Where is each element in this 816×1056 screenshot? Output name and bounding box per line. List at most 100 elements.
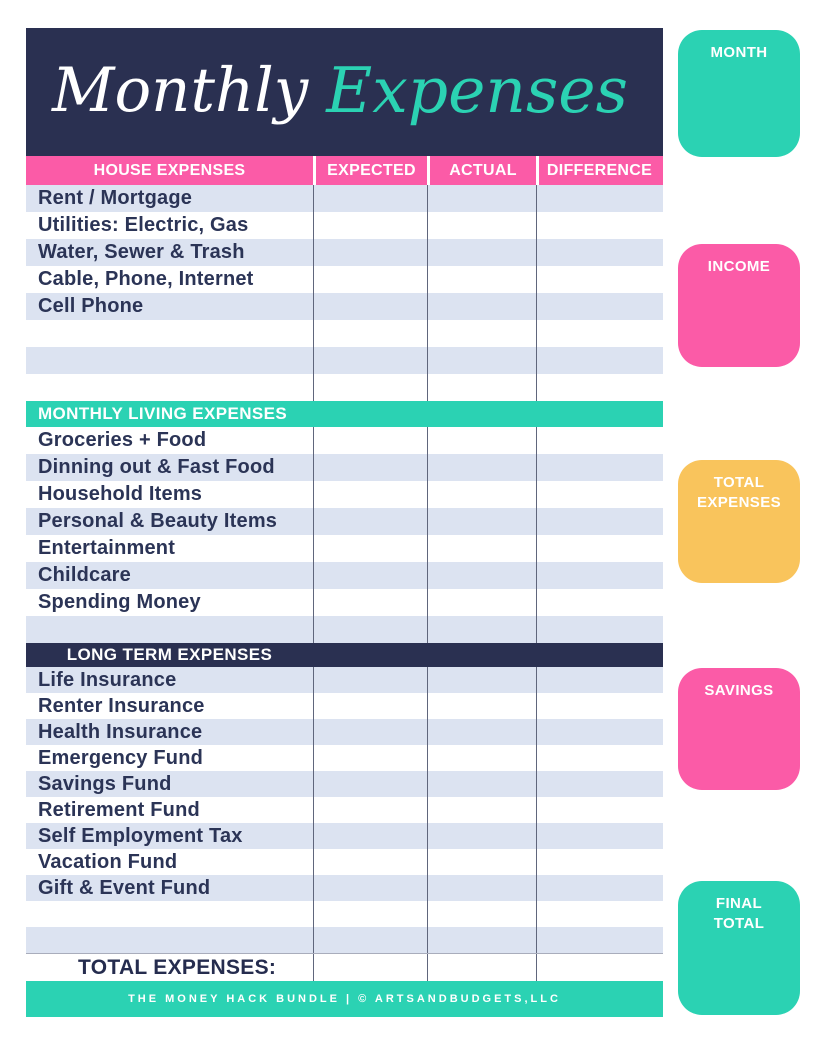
difference-cell[interactable] (536, 454, 663, 481)
actual-cell[interactable] (427, 481, 536, 508)
sidebar-box-income[interactable]: INCOME (678, 244, 800, 367)
actual-cell[interactable] (427, 745, 536, 771)
actual-cell[interactable] (427, 320, 536, 347)
difference-cell[interactable] (536, 535, 663, 562)
difference-cell[interactable] (536, 771, 663, 797)
sidebar-box-total-expenses[interactable]: TOTAL EXPENSES (678, 460, 800, 583)
expected-cell[interactable] (313, 849, 427, 875)
sidebar-box-savings[interactable]: SAVINGS (678, 668, 800, 790)
col-header-difference: DIFFERENCE (536, 156, 660, 185)
difference-cell[interactable] (536, 293, 663, 320)
difference-cell[interactable] (536, 481, 663, 508)
expected-cell[interactable] (313, 481, 427, 508)
actual-cell[interactable] (427, 849, 536, 875)
difference-cell[interactable] (536, 320, 663, 347)
difference-cell[interactable] (536, 927, 663, 953)
expected-cell[interactable] (313, 771, 427, 797)
actual-cell[interactable] (427, 454, 536, 481)
difference-cell[interactable] (536, 212, 663, 239)
difference-cell[interactable] (536, 239, 663, 266)
actual-cell[interactable] (427, 212, 536, 239)
difference-cell[interactable] (536, 374, 663, 401)
actual-cell[interactable] (427, 693, 536, 719)
row-label (26, 616, 313, 643)
actual-cell[interactable] (427, 901, 536, 927)
difference-cell[interactable] (536, 427, 663, 454)
expected-cell[interactable] (313, 427, 427, 454)
difference-cell[interactable] (536, 667, 663, 693)
actual-cell[interactable] (427, 771, 536, 797)
expected-cell[interactable] (313, 719, 427, 745)
expected-cell[interactable] (313, 347, 427, 374)
expected-cell[interactable] (313, 212, 427, 239)
table-row: Emergency Fund (26, 745, 663, 771)
difference-cell[interactable] (536, 693, 663, 719)
actual-cell[interactable] (427, 875, 536, 901)
difference-cell[interactable] (536, 745, 663, 771)
expected-cell[interactable] (313, 875, 427, 901)
table-row: Personal & Beauty Items (26, 508, 663, 535)
difference-cell[interactable] (536, 185, 663, 212)
table-row: Water, Sewer & Trash (26, 239, 663, 266)
expected-cell[interactable] (313, 293, 427, 320)
expected-cell[interactable] (313, 454, 427, 481)
actual-cell[interactable] (427, 616, 536, 643)
total-difference-cell[interactable] (536, 954, 663, 981)
difference-cell[interactable] (536, 875, 663, 901)
expected-cell[interactable] (313, 589, 427, 616)
table-row: Rent / Mortgage (26, 185, 663, 212)
actual-cell[interactable] (427, 535, 536, 562)
expected-cell[interactable] (313, 535, 427, 562)
actual-cell[interactable] (427, 239, 536, 266)
expected-cell[interactable] (313, 823, 427, 849)
difference-cell[interactable] (536, 347, 663, 374)
actual-cell[interactable] (427, 823, 536, 849)
sidebar-box-final-total[interactable]: FINAL TOTAL (678, 881, 800, 1015)
expected-cell[interactable] (313, 901, 427, 927)
expected-cell[interactable] (313, 616, 427, 643)
total-actual-cell[interactable] (427, 954, 536, 981)
expected-cell[interactable] (313, 320, 427, 347)
actual-cell[interactable] (427, 185, 536, 212)
difference-cell[interactable] (536, 508, 663, 535)
actual-cell[interactable] (427, 508, 536, 535)
box-label: TOTAL EXPENSES (696, 474, 782, 511)
expected-cell[interactable] (313, 667, 427, 693)
sidebar-box-month[interactable]: MONTH (678, 30, 800, 157)
expected-cell[interactable] (313, 185, 427, 212)
expected-cell[interactable] (313, 374, 427, 401)
actual-cell[interactable] (427, 589, 536, 616)
total-expected-cell[interactable] (313, 954, 427, 981)
difference-cell[interactable] (536, 719, 663, 745)
actual-cell[interactable] (427, 293, 536, 320)
row-label (26, 347, 313, 374)
expected-cell[interactable] (313, 745, 427, 771)
expected-cell[interactable] (313, 266, 427, 293)
expected-cell[interactable] (313, 797, 427, 823)
difference-cell[interactable] (536, 616, 663, 643)
row-label: Emergency Fund (38, 746, 204, 769)
actual-cell[interactable] (427, 562, 536, 589)
actual-cell[interactable] (427, 927, 536, 953)
expected-cell[interactable] (313, 693, 427, 719)
actual-cell[interactable] (427, 347, 536, 374)
actual-cell[interactable] (427, 719, 536, 745)
actual-cell[interactable] (427, 374, 536, 401)
difference-cell[interactable] (536, 823, 663, 849)
difference-cell[interactable] (536, 562, 663, 589)
difference-cell[interactable] (536, 589, 663, 616)
actual-cell[interactable] (427, 797, 536, 823)
expected-cell[interactable] (313, 239, 427, 266)
difference-cell[interactable] (536, 266, 663, 293)
difference-cell[interactable] (536, 901, 663, 927)
actual-cell[interactable] (427, 266, 536, 293)
expected-cell[interactable] (313, 927, 427, 953)
expected-cell[interactable] (313, 562, 427, 589)
actual-cell[interactable] (427, 427, 536, 454)
expected-cell[interactable] (313, 508, 427, 535)
actual-cell[interactable] (427, 667, 536, 693)
difference-cell[interactable] (536, 797, 663, 823)
table-row: Groceries + Food (26, 427, 663, 454)
difference-cell[interactable] (536, 849, 663, 875)
